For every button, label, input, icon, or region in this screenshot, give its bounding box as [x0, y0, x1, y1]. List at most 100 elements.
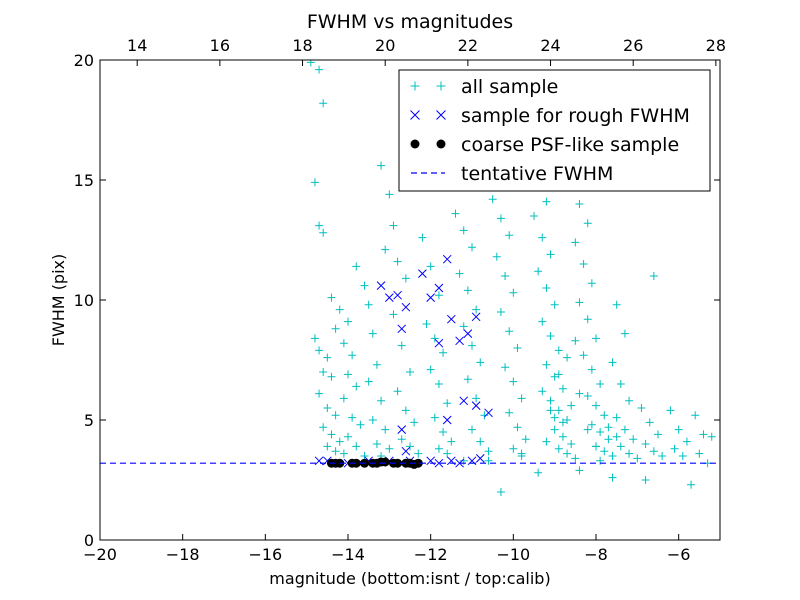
legend-label: sample for rough FWHM — [461, 105, 690, 127]
legend-marker — [436, 110, 446, 120]
y-tick-label: 0 — [84, 531, 94, 550]
all-sample-point — [505, 327, 514, 336]
all-sample-point — [372, 360, 381, 369]
top-tick-label: 22 — [458, 36, 478, 55]
all-sample-point — [447, 437, 456, 446]
all-sample-point — [682, 437, 691, 446]
all-sample-point — [546, 250, 555, 259]
legend-marker — [410, 110, 420, 120]
coarse-psf-point — [380, 457, 390, 467]
all-sample-point — [389, 221, 398, 230]
all-sample-point — [558, 418, 567, 427]
all-sample-point — [472, 305, 481, 314]
x-tick-label: −6 — [667, 545, 691, 564]
x-tick-label: −18 — [166, 545, 200, 564]
all-sample-point — [505, 231, 514, 240]
all-sample-point — [319, 423, 328, 432]
all-sample-point — [509, 444, 518, 453]
y-tick-label: 10 — [74, 291, 94, 310]
all-sample-point — [521, 435, 530, 444]
rough-fwhm-point — [434, 283, 444, 293]
plot-area — [100, 60, 720, 496]
all-sample-point — [517, 394, 526, 403]
all-sample-point — [439, 428, 448, 436]
all-sample-point — [434, 291, 443, 300]
top-tick-label: 24 — [540, 36, 560, 55]
all-sample-point — [443, 449, 452, 458]
all-sample-point — [501, 363, 510, 372]
y-tick-label: 5 — [84, 411, 94, 430]
all-sample-point — [463, 375, 472, 384]
all-sample-point — [451, 209, 460, 218]
all-sample-point — [364, 300, 373, 309]
all-sample-point — [348, 351, 357, 360]
all-sample-point — [534, 468, 543, 477]
all-sample-point — [414, 449, 423, 458]
all-sample-point — [319, 228, 328, 237]
x-tick-label: −14 — [331, 545, 365, 564]
all-sample-point — [554, 346, 563, 355]
all-sample-point — [406, 442, 414, 451]
coarse-psf-point — [413, 458, 423, 468]
all-sample-point — [323, 353, 332, 362]
all-sample-point — [352, 262, 361, 271]
all-sample-point — [517, 449, 526, 458]
all-sample-point — [616, 380, 625, 388]
all-sample-point — [443, 399, 452, 408]
all-sample-point — [658, 452, 667, 460]
all-sample-point — [372, 440, 381, 448]
legend-marker — [436, 81, 446, 91]
all-sample-point — [496, 214, 505, 223]
all-sample-point — [360, 452, 369, 460]
rough-fwhm-point — [446, 314, 456, 324]
all-sample-point — [476, 358, 485, 367]
all-sample-point — [579, 260, 588, 268]
all-sample-point — [327, 293, 336, 302]
all-sample-point — [434, 444, 443, 453]
all-sample-point — [575, 466, 584, 475]
rough-fwhm-point — [397, 324, 407, 334]
all-sample-point — [641, 440, 650, 448]
all-sample-point — [310, 178, 319, 187]
all-sample-point — [550, 413, 559, 422]
all-sample-point — [558, 432, 567, 441]
rough-fwhm-point — [397, 425, 407, 434]
rough-fwhm-point — [484, 408, 493, 418]
all-sample-point — [699, 430, 708, 439]
all-sample-point — [530, 212, 538, 220]
all-sample-point — [583, 315, 592, 324]
all-sample-point — [538, 317, 547, 326]
legend-label: coarse PSF-like sample — [461, 134, 679, 156]
all-sample-point — [352, 382, 361, 391]
all-sample-point — [571, 454, 580, 463]
all-sample-point — [393, 387, 402, 396]
rough-fwhm-point — [459, 396, 469, 406]
all-sample-point — [339, 449, 348, 458]
top-tick-label: 26 — [623, 36, 643, 55]
all-sample-point — [505, 408, 514, 417]
rough-fwhm-point — [376, 281, 386, 290]
all-sample-point — [310, 334, 319, 343]
all-sample-point — [546, 332, 555, 340]
all-sample-point — [315, 346, 324, 355]
all-sample-point — [496, 488, 505, 496]
all-sample-point — [633, 454, 642, 463]
all-sample-point — [563, 416, 572, 424]
rough-fwhm-point — [401, 446, 411, 456]
all-sample-point — [377, 396, 386, 405]
all-sample-point — [430, 334, 439, 343]
all-sample-point — [554, 406, 563, 415]
axes: −20 −18 −16 −14 −12 −10 −8 −6 0 5 10 15 20 14 16 18 20 22… — [74, 36, 726, 564]
all-sample-point — [335, 437, 344, 446]
all-sample-point — [608, 358, 617, 367]
all-sample-point — [323, 442, 332, 451]
rough-fwhm-point — [401, 302, 411, 312]
all-sample-point — [542, 284, 551, 292]
all-sample-point — [509, 288, 518, 297]
all-sample-point — [472, 394, 481, 403]
all-sample-point — [596, 380, 605, 388]
all-sample-point — [538, 233, 547, 242]
all-sample-point — [348, 413, 357, 422]
all-sample-point — [604, 423, 613, 432]
rough-fwhm-point — [475, 454, 485, 463]
